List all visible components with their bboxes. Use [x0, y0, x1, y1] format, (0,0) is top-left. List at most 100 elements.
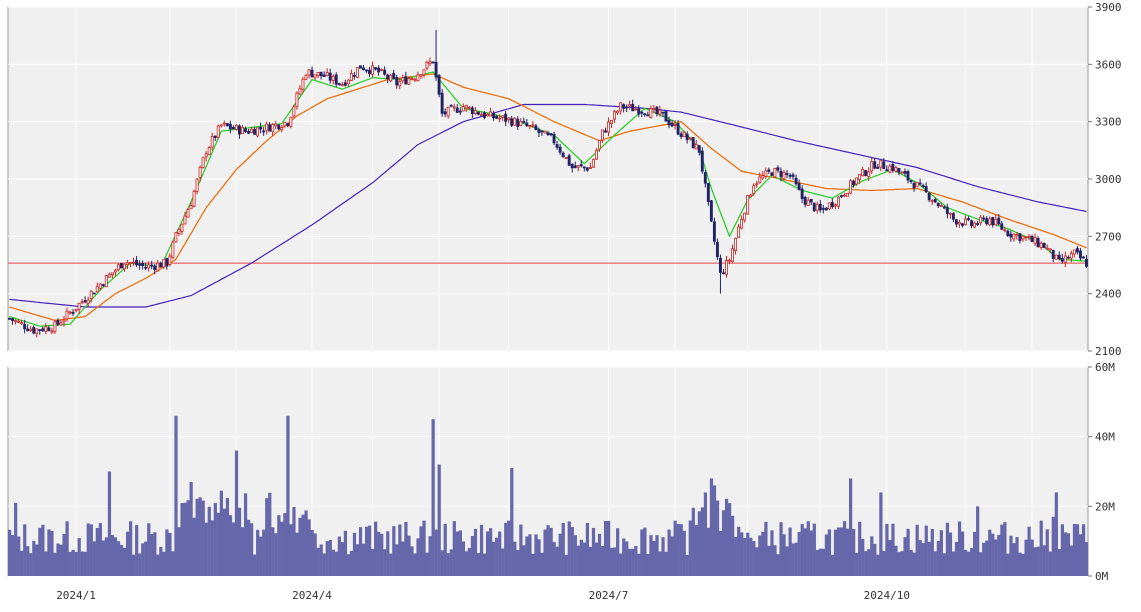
candle-body [591, 159, 595, 168]
candle-body [1078, 250, 1082, 259]
volume-bar [501, 548, 505, 576]
candle-body [228, 123, 232, 130]
volume-bar [1069, 545, 1074, 576]
candle-body [843, 194, 846, 197]
candle-body [982, 217, 986, 220]
candle-body [607, 121, 610, 133]
volume-bar [864, 551, 868, 576]
volume-bar [809, 530, 813, 576]
volume-bar [371, 548, 375, 576]
candle-body [939, 205, 943, 207]
volume-bar [1060, 524, 1064, 576]
candle-body [634, 108, 638, 111]
volume-bar [280, 521, 284, 576]
candle-body [304, 75, 308, 80]
volume-bar [888, 540, 892, 576]
volume-bar [352, 532, 357, 576]
volume-bar [891, 523, 895, 576]
candle-body [201, 157, 205, 169]
candle-body [277, 124, 281, 130]
volume-bar [231, 522, 236, 576]
volume-bar [349, 550, 354, 576]
candle-body [846, 192, 849, 197]
volume-bar [1054, 492, 1058, 576]
candle-body [177, 229, 181, 234]
volume-bar [183, 502, 187, 576]
volume-bar [165, 529, 169, 576]
volume-bar [721, 510, 726, 576]
volume-bar [186, 500, 190, 576]
candle-body [531, 124, 535, 127]
candle-body [906, 171, 910, 181]
x-tick-label: 2024/7 [589, 589, 629, 602]
candle-body [706, 182, 710, 203]
volume-bar [268, 492, 272, 576]
volume-bar [398, 524, 402, 576]
candle-body [371, 65, 374, 75]
candle-body [888, 165, 892, 173]
volume-bar [839, 527, 844, 576]
candle-body [558, 146, 562, 153]
candle-body [731, 248, 734, 262]
volume-bar [26, 546, 30, 576]
volume-bar [921, 543, 925, 576]
volume-bar [319, 544, 323, 576]
candle-body [528, 125, 532, 127]
volume-bar [95, 527, 99, 576]
candle-body [1039, 242, 1043, 248]
volume-bar [879, 492, 883, 576]
volume-bar [410, 546, 414, 576]
volume-bar [628, 548, 632, 576]
candle-body [761, 175, 765, 179]
candle-body [38, 329, 42, 331]
candle-body [700, 150, 704, 172]
candle-body [362, 67, 365, 71]
candle-body [501, 115, 505, 118]
volume-bar [622, 538, 626, 576]
volume-bar [325, 541, 329, 576]
volume-bar [655, 535, 659, 576]
candle-body [803, 196, 807, 205]
candle-body [368, 69, 371, 75]
volume-bar [830, 554, 835, 576]
candle-body [948, 212, 952, 215]
volume-bar [274, 533, 278, 576]
volume-bar [564, 554, 568, 576]
volume-bar [256, 529, 260, 576]
price-y-axis: 3900 3600 3300 3000 2700 2400 2100 [1088, 1, 1122, 358]
candle-body [951, 213, 955, 220]
volume-bar [800, 524, 804, 576]
candle-body [510, 118, 514, 126]
volume-bar [295, 532, 299, 576]
candle-body [824, 207, 828, 211]
candle-body [1009, 233, 1013, 238]
candle-body [564, 157, 568, 159]
volume-bar [504, 522, 508, 576]
volume-bar [304, 510, 308, 576]
x-tick-label: 2024/1 [56, 589, 96, 602]
volume-bar [53, 552, 57, 576]
volume-bar [806, 521, 810, 576]
candle-body [23, 323, 27, 330]
candle-body [540, 130, 544, 133]
candle-body [770, 172, 774, 176]
volume-bar [425, 552, 429, 576]
candle-body [461, 106, 465, 112]
volume-bar [292, 506, 296, 576]
volume-bar [110, 535, 115, 576]
candle-body [86, 299, 90, 304]
volume-bar [59, 544, 63, 576]
volume-bar [113, 537, 118, 576]
volume-tick-label: 20M [1095, 500, 1115, 513]
candle-body [516, 118, 520, 127]
volume-bar [407, 535, 411, 576]
moving-average-long [9, 103, 1087, 308]
volume-bar [125, 531, 130, 576]
candle-body [897, 167, 901, 173]
volume-bar [56, 543, 60, 576]
volume-bar [495, 537, 499, 576]
candle-body [492, 113, 496, 119]
volume-bar [29, 553, 33, 576]
candle-body [262, 130, 266, 133]
candle-body [47, 327, 51, 332]
